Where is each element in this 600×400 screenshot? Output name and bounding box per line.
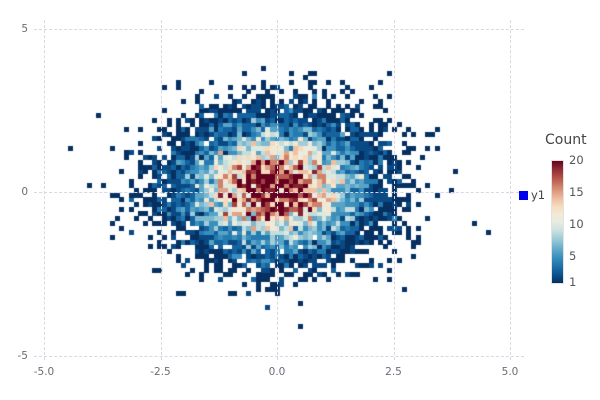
legend-item-label: y1: [531, 188, 546, 202]
legend-panel: Count y1 20 15 10 5 1: [505, 128, 600, 298]
colorbar-gradient: [551, 160, 564, 284]
x-tick-label: 5.0: [501, 366, 519, 378]
x-tick-label: -2.5: [150, 366, 171, 378]
legend-swatch-icon: [519, 190, 528, 200]
colorbar-tick-label: 15: [569, 185, 584, 200]
y-tick-label: -5: [17, 349, 28, 362]
y-tick-label: 0: [21, 186, 28, 198]
x-tick-label: -5.0: [33, 366, 55, 378]
y-tick-label: 5: [21, 22, 28, 35]
colorbar-tick-label: 20: [569, 153, 584, 167]
x-tick-label: 2.5: [385, 366, 402, 378]
colorbar-title: Count: [545, 132, 587, 148]
x-tick-label: 0.0: [268, 366, 286, 378]
colorbar-tick-label: 1: [569, 275, 577, 289]
legend-item-y1[interactable]: y1: [519, 188, 545, 202]
colorbar-tick-label: 10: [569, 217, 584, 232]
colorbar-tick-label: 5: [569, 249, 577, 264]
